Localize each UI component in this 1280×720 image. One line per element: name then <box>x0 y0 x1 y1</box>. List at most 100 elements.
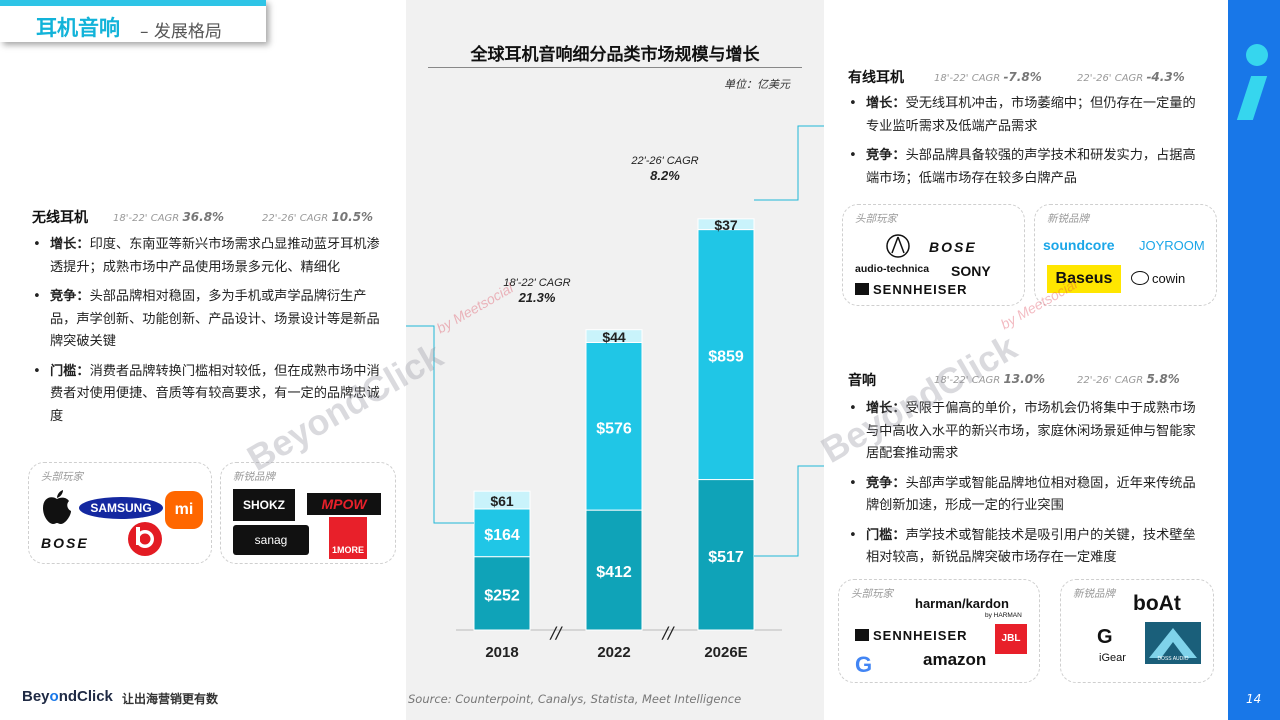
speaker-bullet-barrier: 门槛：声学技术或智能技术是吸引用户的关键，技术壁垒相对较高，新锐品牌突破市场存在… <box>848 525 1208 570</box>
x-tick-label-2026E: 2026E <box>704 644 747 661</box>
wireless-leaders-box: 头部玩家 SAMSUNG mi BOSE <box>28 462 212 564</box>
shokz-logo: SHOKZ <box>233 489 295 521</box>
wireless-leaders-label: 头部玩家 <box>41 471 83 483</box>
sennheiser-logo: SENNHEISER <box>855 282 968 297</box>
wireless-title: 无线耳机 <box>32 210 88 226</box>
bar-label-speaker-2018: $252 <box>484 587 520 604</box>
bar-label-wireless-2018: $164 <box>484 527 520 544</box>
beats-logo <box>128 522 162 556</box>
bar-wired-2026E <box>697 218 755 231</box>
doss-logo: DOSS AUDIO <box>1145 622 1201 664</box>
bar-wireless-2018 <box>473 508 531 558</box>
bose-logo: BOSE <box>929 239 977 255</box>
wireless-new-label: 新锐品牌 <box>233 471 275 483</box>
bar-label-wired-2018: $61 <box>490 493 514 509</box>
chart-title: 全球耳机音响细分品类市场规模与增长 <box>470 45 760 65</box>
x-tick-label-2018: 2018 <box>485 644 518 661</box>
sanag-logo: sanag <box>233 525 309 555</box>
soundcore-logo: soundcore <box>1043 237 1115 253</box>
cagr-annotation-value-0: 21.3% <box>518 290 556 305</box>
harman-kardon-logo: harman/kardon <box>915 596 1009 611</box>
wireless-bullet-competition: 竞争：头部品牌相对稳固，多为手机或声学品牌衍生产品，声学创新、功能创新、产品设计… <box>32 286 392 354</box>
wired-bullet-competition: 竞争：头部品牌具备较强的声学技术和研发实力，占据高端市场；低端市场存在较多白牌产… <box>848 145 1208 190</box>
bar-speaker-2018 <box>473 556 531 631</box>
axis-break-1: // <box>661 623 675 642</box>
speaker-bullets: 增长：受限于偏高的单价，市场机会仍将集中于成熟市场与中高收入水平的新兴市场，家庭… <box>848 398 1208 577</box>
joyroom-logo: JOYROOM <box>1139 238 1205 253</box>
cagr-annotation-value-1: 8.2% <box>650 168 680 183</box>
wireless-cagr-1: 18'-22' CAGR 36.8% <box>113 210 225 224</box>
wired-cagr-2: 22'-26' CAGR -4.3% <box>1077 70 1185 84</box>
cagr-annotation-label-0: 18'-22' CAGR <box>503 277 570 289</box>
wireless-cagr-2: 22'-26' CAGR 10.5% <box>262 210 374 224</box>
igear-icon: G <box>1097 626 1113 648</box>
bar-label-wireless-2022: $576 <box>596 420 632 437</box>
wired-title: 有线耳机 <box>848 70 904 86</box>
decor-dot <box>1246 44 1268 66</box>
bar-wired-2022 <box>585 329 643 343</box>
cagr-annotation-label-1: 22'-26' CAGR <box>630 155 698 167</box>
source-note: Source: Counterpoint, Canalys, Statista,… <box>408 692 742 706</box>
cowin-icon <box>1131 271 1149 285</box>
chart-unit: 单位：亿美元 <box>724 78 790 91</box>
bar-wireless-2026E <box>697 229 755 481</box>
page-number: 14 <box>1246 692 1262 706</box>
boat-logo: boAt <box>1133 592 1181 615</box>
connector-wireless <box>406 325 474 524</box>
speaker-leaders-box: 头部玩家 harman/kardon by HARMAN SENNHEISER … <box>838 579 1040 683</box>
wireless-bullet-barrier: 门槛：消费者品牌转换门槛相对较低，但在成熟市场中消费者对使用便捷、音质等有较高要… <box>32 361 392 429</box>
wired-new-label: 新锐品牌 <box>1047 213 1089 225</box>
bar-label-wireless-2026E: $859 <box>708 349 744 366</box>
speaker-title: 音响 <box>848 373 876 389</box>
header-tab: 耳机音响 – 发展格局 <box>0 0 266 42</box>
speaker-new-label: 新锐品牌 <box>1073 588 1115 600</box>
wired-leaders-box: 头部玩家 BOSE audio-technica SONY SENNHEISER <box>842 204 1025 306</box>
footer-slogan: 让出海营销更有数 <box>122 692 219 706</box>
cowin-logo: cowin <box>1131 271 1185 286</box>
xiaomi-logo: mi <box>165 491 203 529</box>
page-subtitle: – 发展格局 <box>140 22 222 42</box>
wired-bullets: 增长：受无线耳机冲击，市场萎缩中；但仍存在一定量的专业监听需求及低端产品需求 竞… <box>848 93 1208 197</box>
samsung-logo: SAMSUNG <box>79 497 163 519</box>
bar-label-speaker-2022: $412 <box>596 564 632 581</box>
wireless-bullets: 增长：印度、东南亚等新兴市场需求凸显推动蓝牙耳机渗透提升；成熟市场中产品使用场景… <box>32 234 392 435</box>
wired-cagr-1: 18'-22' CAGR -7.8% <box>934 70 1042 84</box>
apple-logo <box>43 490 71 524</box>
connector-speaker <box>754 465 824 557</box>
connector-wired <box>754 125 824 201</box>
page-title: 耳机音响 <box>36 16 120 40</box>
x-tick-label-2022: 2022 <box>597 644 630 661</box>
sennheiser-icon <box>855 629 869 641</box>
doss-text: DOSS AUDIO <box>1157 656 1189 662</box>
speaker-bullet-growth: 增长：受限于偏高的单价，市场机会仍将集中于成熟市场与中高收入水平的新兴市场，家庭… <box>848 398 1208 466</box>
bar-label-speaker-2026E: $517 <box>708 549 744 566</box>
speaker-leaders-label: 头部玩家 <box>851 588 893 600</box>
speaker-new-box: 新锐品牌 boAt G iGear DOSS AUDIO <box>1060 579 1214 683</box>
decor-slash <box>1236 76 1268 120</box>
axis-break-0: // <box>549 623 563 642</box>
wired-leaders-label: 头部玩家 <box>855 213 897 225</box>
chart-title-rule <box>428 67 802 68</box>
wired-bullet-growth: 增长：受无线耳机冲击，市场萎缩中；但仍存在一定量的专业监听需求及低端产品需求 <box>848 93 1208 138</box>
wireless-new-box: 新锐品牌 SHOKZ MPOW sanag 1MORE <box>220 462 396 564</box>
baseus-logo: Baseus <box>1047 265 1121 293</box>
amazon-logo: amazon <box>923 650 987 669</box>
1more-logo: 1MORE <box>329 517 367 559</box>
doss-mountain-icon <box>1149 628 1197 658</box>
speaker-bullet-competition: 竞争：头部声学或智能品牌地位相对稳固，近年来传统品牌创新加速，形成一定的行业突围 <box>848 473 1208 518</box>
right-decor-strip: 14 <box>1228 0 1280 720</box>
speaker-cagr-1: 18'-22' CAGR 13.0% <box>934 372 1046 386</box>
bar-wireless-2022 <box>585 341 643 511</box>
bar-speaker-2026E <box>697 479 755 631</box>
igear-logo: iGear <box>1099 652 1126 664</box>
wired-new-box: 新锐品牌 soundcore JOYROOM Baseus cowin <box>1034 204 1217 306</box>
stacked-bar-chart: $252 $164 $61 2018 $412 $576 $44 2022 $517 $859 $3… <box>406 125 824 661</box>
audio-technica-mark <box>886 234 910 258</box>
jbl-logo: JBL <box>995 624 1027 654</box>
bose-logo: BOSE <box>41 535 89 551</box>
google-logo: G <box>855 652 873 677</box>
speaker-cagr-2: 22'-26' CAGR 5.8% <box>1077 372 1180 386</box>
footer-logo: BeyondClick <box>22 688 113 705</box>
sennheiser-icon <box>855 283 869 295</box>
sennheiser-logo: SENNHEISER <box>855 628 968 643</box>
